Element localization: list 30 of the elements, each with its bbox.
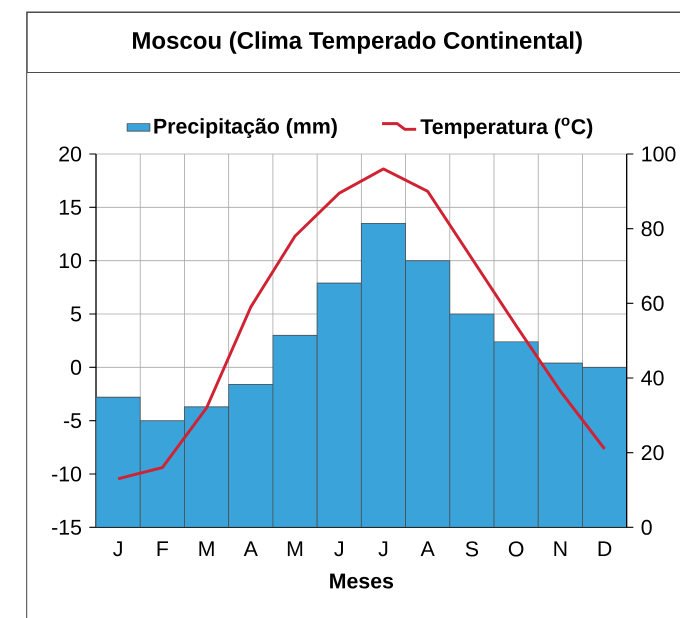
x-tick-label: D bbox=[598, 541, 612, 556]
y2-tick-label: 40 bbox=[641, 370, 664, 386]
y2-tick-label: 100 bbox=[642, 146, 676, 162]
y-tick-label: 20 bbox=[59, 146, 82, 162]
y-tick-label: -15 bbox=[52, 520, 82, 535]
x-tick-label: J bbox=[334, 541, 343, 556]
x-tick-label: M bbox=[288, 541, 302, 556]
x-tick-label: J bbox=[113, 541, 122, 556]
y-tick-label: 0 bbox=[70, 360, 82, 375]
y-tick-label: -10 bbox=[52, 466, 82, 482]
y-tick-label: 5 bbox=[70, 306, 82, 322]
x-axis-title: Meses bbox=[330, 574, 394, 589]
x-tick-label: M bbox=[199, 541, 214, 556]
chart-title: Moscou (Clima Temperado Continental) bbox=[133, 31, 582, 54]
y2-tick-label: 20 bbox=[642, 445, 664, 460]
y2-tick-label: 60 bbox=[642, 296, 664, 311]
x-tick-label: S bbox=[466, 541, 478, 556]
x-tick-label: A bbox=[420, 541, 435, 556]
legend-label: Precipitação (mm) bbox=[154, 118, 337, 138]
y2-tick-label: 80 bbox=[642, 221, 664, 236]
x-tick-label: N bbox=[554, 541, 566, 556]
legend-label: Temperatura ($^{o}$C) bbox=[420, 118, 592, 138]
y2-tick-label: 0 bbox=[642, 520, 652, 535]
y-tick-label: 15 bbox=[60, 200, 82, 215]
y-tick-label: 10 bbox=[60, 253, 82, 268]
x-tick-label: F bbox=[158, 541, 168, 556]
y-tick-label: -5 bbox=[64, 413, 82, 428]
x-tick-label: A bbox=[244, 541, 258, 556]
x-tick-label: J bbox=[378, 541, 388, 556]
x-tick-label: O bbox=[508, 541, 524, 556]
